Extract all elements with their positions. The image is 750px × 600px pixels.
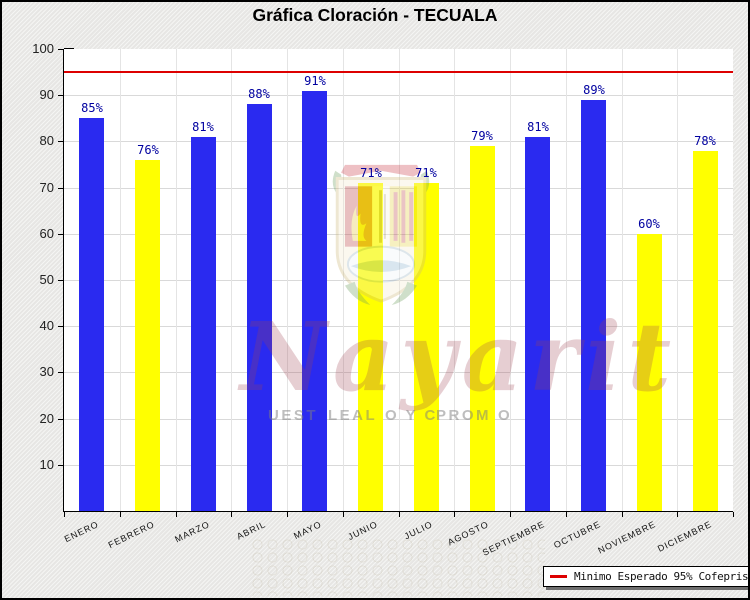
bar: [470, 146, 495, 511]
bar: [414, 183, 439, 511]
plot-area: 85% 76% 81% 88% 91% 71% 71% 79% 81% 89% 60% 78%: [63, 49, 733, 512]
y-axis-label: 40: [39, 318, 54, 334]
bar: [358, 183, 383, 511]
gridline-horizontal: [64, 372, 733, 374]
x-axis-tick: [287, 512, 288, 517]
bar-value-label: 71%: [415, 166, 437, 180]
y-axis-label: 10: [39, 456, 54, 472]
bar-value-label: 78%: [694, 134, 716, 148]
y-axis-tick: [58, 49, 63, 50]
bar-value-label: 81%: [192, 120, 214, 134]
y-axis-label: 100: [32, 41, 54, 56]
bar: [191, 137, 216, 511]
bar: [637, 234, 662, 511]
bar-value-label: 71%: [360, 166, 382, 180]
bar-value-label: 85%: [81, 101, 103, 115]
bar-value-label: 81%: [527, 120, 549, 134]
gridline-vertical: [176, 49, 177, 511]
gridline-vertical: [454, 49, 455, 511]
x-axis-tick: [120, 512, 121, 517]
chart-title: Gráfica Cloración - TECUALA: [252, 5, 498, 25]
gridline-vertical: [510, 49, 511, 511]
x-axis-tick: [231, 512, 232, 517]
bar: [581, 100, 606, 511]
gridline-vertical: [677, 49, 678, 511]
legend: Minimo Esperado 95% Cofepris: [543, 566, 749, 587]
legend-line-sample: [550, 575, 567, 578]
y-axis-tick: [58, 280, 63, 281]
gridline-vertical: [566, 49, 567, 511]
gridline-vertical: [399, 49, 400, 511]
reference-line: [64, 71, 733, 73]
gridline-vertical: [343, 49, 344, 511]
bar: [302, 91, 327, 511]
y-axis-label: 20: [39, 410, 54, 426]
x-axis-tick: [454, 512, 455, 517]
y-axis-label: 50: [39, 272, 54, 287]
gridline-horizontal: [64, 187, 733, 189]
gridline-vertical: [231, 49, 232, 511]
gridline-vertical: [120, 49, 121, 511]
gridline-horizontal: [64, 280, 733, 281]
y-axis-tick: [58, 418, 63, 420]
bar: [79, 118, 104, 511]
x-axis-tick: [566, 512, 567, 517]
bar: [135, 160, 160, 511]
y-axis-tick: [58, 233, 63, 235]
y-axis-label: 90: [39, 87, 54, 103]
gridline-horizontal: [64, 95, 733, 97]
x-axis-tick: [677, 512, 678, 517]
gridline-horizontal: [64, 464, 733, 466]
x-axis-tick: [64, 512, 65, 517]
axis-corner-tick: [64, 48, 74, 49]
bar-value-label: 88%: [248, 87, 270, 101]
y-axis-label: 30: [39, 364, 54, 380]
bar: [525, 137, 550, 511]
y-axis-label: 80: [39, 133, 54, 149]
gridline-horizontal: [64, 326, 733, 328]
y-axis-tick: [58, 372, 63, 374]
x-axis-tick: [343, 512, 344, 517]
bar: [247, 104, 272, 511]
gridline-horizontal: [64, 141, 733, 143]
bar-value-label: 89%: [583, 83, 605, 97]
ornament-pattern: [250, 538, 545, 596]
legend-label: Minimo Esperado 95% Cofepris: [574, 570, 749, 583]
bar-value-label: 91%: [304, 74, 326, 88]
x-axis-tick: [399, 512, 400, 517]
x-axis-tick: [176, 512, 177, 517]
y-axis-tick: [58, 187, 63, 189]
gridline-horizontal: [64, 233, 733, 235]
gridline-vertical: [287, 49, 288, 511]
y-axis-label: 60: [39, 225, 54, 241]
y-axis-tick: [58, 464, 63, 466]
y-axis-tick: [58, 141, 63, 143]
y-axis-tick: [58, 95, 63, 97]
y-axis-label: 70: [39, 179, 54, 195]
gridline-vertical: [622, 49, 623, 511]
bar: [693, 151, 718, 511]
y-axis-tick: [58, 326, 63, 328]
bar-value-label: 79%: [471, 129, 493, 143]
x-axis-tick: [733, 512, 734, 517]
x-axis-tick: [622, 512, 623, 517]
bar-value-label: 76%: [137, 143, 159, 157]
bar-value-label: 60%: [638, 217, 660, 231]
x-axis-tick: [510, 512, 511, 517]
gridline-horizontal: [64, 418, 733, 420]
